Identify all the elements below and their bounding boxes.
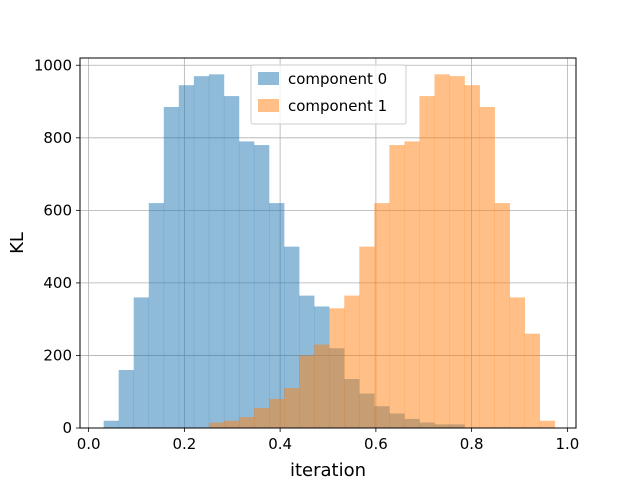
x-tick-label: 0.4 [268,435,292,453]
histogram-bar-series-0 [118,369,135,428]
histogram-bar-series-1 [449,76,465,428]
legend-label-component-0: component 0 [288,70,387,88]
histogram-bar-series-1 [269,398,285,428]
histogram-bars [103,74,556,429]
y-axis-label: KL [7,232,28,254]
histogram-bar-series-0 [193,76,210,428]
histogram-bar-series-0 [208,74,225,428]
legend-swatch-component-1 [258,99,279,112]
legend-label-component-1: component 1 [288,97,387,115]
histogram-bar-series-1 [224,420,240,428]
histogram-bar-series-1 [374,203,390,428]
y-tick-label: 200 [43,346,72,364]
histogram-bar-series-1 [509,297,525,428]
histogram-bar-series-1 [284,388,300,428]
plot-frame [79,57,577,429]
histogram-bar-series-0 [238,141,255,428]
x-axis-label: iteration [290,460,366,480]
histogram-bar-series-0 [284,246,300,428]
y-tick-label: 0 [62,419,72,437]
legend: component 0 component 1 [250,64,407,125]
x-tick-label: 0.6 [364,435,388,453]
histogram-bar-series-1 [314,344,330,428]
x-tick-label: 1.0 [555,435,579,453]
histogram-bar-series-1 [239,417,255,428]
x-tick-label: 0.0 [77,435,101,453]
histogram-bar-series-1 [344,295,360,428]
histogram-bar-series-0 [148,203,165,428]
histogram-bar-series-0 [223,96,240,429]
histogram-bar-series-1 [539,420,556,428]
histogram-bar-series-1 [434,74,450,428]
histogram-bar-series-0 [269,203,285,428]
histogram-bar-series-0 [103,420,119,428]
y-tick-label: 600 [43,201,72,219]
axis-ticks: 0.0 0.2 0.4 0.6 0.8 1.0 0 200 400 600 800 1000 [34,56,579,453]
histogram-bar-series-1 [404,141,420,428]
histogram-bar-series-1 [329,308,345,428]
y-tick-label: 800 [43,129,72,147]
legend-swatch-component-0 [258,72,279,85]
x-tick-label: 0.8 [460,435,484,453]
histogram-bar-series-0 [253,145,270,428]
histogram-bar-series-1 [208,422,225,428]
histogram-bar-series-1 [464,85,480,429]
histogram-bar-series-1 [299,355,315,428]
histogram-bar-series-1 [359,246,375,428]
histogram-bar-series-1 [389,145,405,428]
histogram-bar-series-0 [133,297,150,428]
legend-box [250,64,407,125]
histogram-bar-series-1 [494,203,510,428]
y-tick-label: 1000 [34,56,72,74]
x-tick-label: 0.2 [172,435,196,453]
histogram-bar-series-0 [163,106,180,429]
histogram-bar-series-0 [178,85,195,429]
histogram-bar-series-1 [419,96,435,429]
histogram-bar-series-1 [479,106,495,429]
histogram-bar-series-1 [524,333,541,428]
histogram-bar-series-1 [254,408,270,428]
y-tick-label: 400 [43,274,72,292]
